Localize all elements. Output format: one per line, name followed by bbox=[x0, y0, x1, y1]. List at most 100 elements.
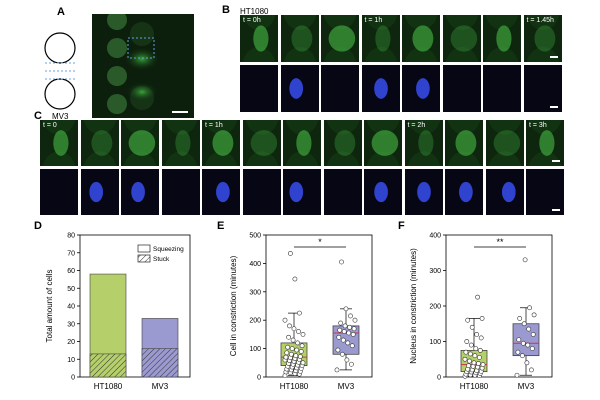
x-tick-label: MV3 bbox=[152, 382, 169, 391]
chart-d-stacked-bar: 0 10 20 30 40 50 60 70 80 Total amount of cells HT… bbox=[45, 233, 191, 391]
y-tick-label: 70 bbox=[67, 250, 75, 257]
data-point bbox=[475, 294, 480, 300]
green-channel-frame bbox=[361, 15, 400, 62]
green-channel-frame bbox=[121, 120, 159, 166]
blue-channel-frame bbox=[80, 169, 119, 215]
data-point bbox=[520, 353, 525, 359]
data-point bbox=[299, 343, 305, 349]
green-channel-frame bbox=[445, 120, 483, 166]
constriction-schematic bbox=[44, 32, 76, 110]
data-point bbox=[297, 354, 303, 359]
data-point bbox=[472, 353, 478, 359]
data-point bbox=[347, 324, 352, 330]
data-point bbox=[293, 353, 299, 359]
green-channel-frame bbox=[40, 120, 78, 166]
data-point bbox=[337, 327, 343, 333]
green-channel-frame bbox=[526, 120, 564, 166]
y-tick-label: 0 bbox=[437, 375, 441, 382]
data-point bbox=[531, 312, 537, 318]
data-point bbox=[341, 329, 347, 334]
x-tick-label: HT1080 bbox=[94, 382, 123, 391]
data-point bbox=[348, 313, 353, 319]
data-point bbox=[349, 343, 355, 349]
green-channel-frame bbox=[323, 120, 362, 166]
x-tick-label: MV3 bbox=[518, 382, 535, 391]
device-overview-image bbox=[92, 14, 194, 118]
data-point bbox=[477, 355, 482, 360]
data-point bbox=[339, 259, 344, 265]
data-point bbox=[344, 357, 350, 363]
data-point bbox=[478, 335, 484, 341]
y-tick-label: 80 bbox=[67, 233, 75, 240]
blue-channel-frame bbox=[40, 169, 78, 215]
data-point bbox=[473, 346, 479, 351]
y-tick-label: 100 bbox=[429, 339, 441, 346]
data-point bbox=[469, 324, 475, 330]
data-point bbox=[520, 340, 526, 346]
data-point bbox=[336, 334, 342, 340]
legend-swatch-squeezing bbox=[137, 244, 151, 253]
data-point bbox=[342, 323, 348, 329]
panel-letter-f: F bbox=[398, 220, 405, 232]
data-point bbox=[468, 351, 473, 357]
significance-label: * bbox=[318, 237, 322, 247]
blue-channel-frame bbox=[526, 169, 564, 215]
y-axis-label: Total amount of cells bbox=[45, 270, 54, 343]
data-point bbox=[514, 372, 520, 378]
blue-channel-frame bbox=[364, 169, 402, 215]
data-point bbox=[526, 326, 532, 332]
data-point bbox=[465, 317, 471, 323]
blue-channel-frame bbox=[445, 169, 483, 215]
significance-label: ** bbox=[496, 237, 504, 247]
data-point bbox=[292, 276, 298, 282]
data-point bbox=[335, 347, 341, 353]
data-point bbox=[521, 321, 527, 327]
data-point bbox=[522, 257, 528, 263]
data-point bbox=[463, 349, 469, 355]
blue-channel-frame bbox=[240, 65, 278, 112]
blue-channel-frame bbox=[283, 169, 321, 215]
y-axis-label: Cell in constriction (minutes) bbox=[229, 255, 238, 356]
y-tick-label: 0 bbox=[257, 375, 261, 382]
scale-bar bbox=[552, 209, 560, 211]
data-point bbox=[474, 332, 480, 337]
data-point bbox=[515, 349, 521, 355]
blue-channel-frame bbox=[323, 169, 362, 215]
y-tick-label: 500 bbox=[249, 233, 261, 240]
data-point bbox=[477, 347, 483, 353]
blue-channel-frame bbox=[442, 65, 481, 112]
data-point bbox=[300, 332, 306, 337]
data-point bbox=[529, 346, 535, 351]
y-tick-label: 300 bbox=[429, 268, 441, 275]
data-point bbox=[282, 317, 288, 323]
data-point bbox=[284, 350, 290, 356]
panel-letter-b: B bbox=[222, 4, 230, 16]
y-axis-label: Nucleus in constriction (minutes) bbox=[409, 248, 418, 364]
data-point bbox=[467, 358, 472, 364]
green-channel-frame bbox=[321, 15, 359, 62]
data-point bbox=[288, 351, 294, 357]
y-tick-label: 300 bbox=[249, 289, 261, 296]
data-point bbox=[296, 329, 301, 334]
green-channel-frame bbox=[80, 120, 119, 166]
data-point bbox=[294, 347, 300, 353]
green-channel-frame bbox=[280, 15, 319, 62]
bar-stuck-hatch bbox=[142, 348, 178, 377]
blue-channel-frame bbox=[523, 65, 562, 112]
data-point bbox=[351, 326, 357, 332]
data-point bbox=[350, 332, 356, 337]
chart-f-boxplot: 0 100 200 300 400 Nucleus in constriction (mi… bbox=[409, 233, 553, 391]
panel-c-cell-line: MV3 bbox=[52, 112, 69, 121]
plot-frame bbox=[265, 234, 373, 378]
blue-channel-frame bbox=[483, 65, 521, 112]
data-point bbox=[286, 334, 291, 340]
y-tick-label: 100 bbox=[249, 346, 261, 353]
data-point bbox=[288, 251, 293, 256]
data-point bbox=[334, 367, 340, 373]
green-channel-frame bbox=[364, 120, 402, 166]
panel-letter-c: C bbox=[34, 110, 42, 122]
blue-channel-frame bbox=[402, 65, 440, 112]
green-channel-frame bbox=[242, 120, 281, 166]
y-tick-label: 40 bbox=[67, 304, 75, 311]
